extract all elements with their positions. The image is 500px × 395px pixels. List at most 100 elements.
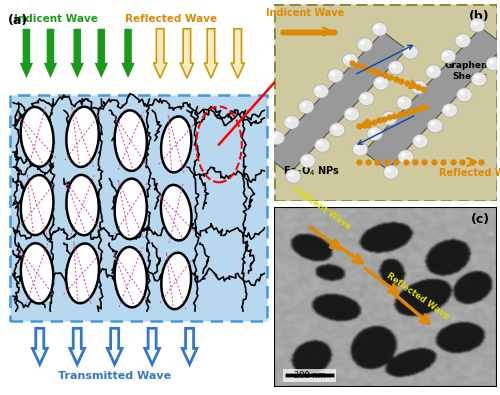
Circle shape	[362, 94, 367, 99]
Circle shape	[303, 156, 308, 161]
Circle shape	[374, 76, 389, 90]
Circle shape	[428, 119, 443, 133]
Polygon shape	[364, 28, 500, 170]
Circle shape	[284, 115, 300, 129]
Circle shape	[455, 34, 470, 47]
Circle shape	[367, 127, 382, 141]
FancyArrow shape	[182, 328, 197, 364]
Circle shape	[402, 45, 418, 59]
FancyArrow shape	[145, 328, 160, 364]
Ellipse shape	[21, 175, 54, 235]
Circle shape	[313, 84, 328, 98]
Circle shape	[443, 52, 448, 56]
Circle shape	[471, 72, 487, 86]
Circle shape	[384, 166, 399, 179]
Circle shape	[358, 92, 374, 105]
Circle shape	[376, 79, 382, 84]
FancyArrow shape	[70, 29, 84, 78]
Circle shape	[411, 80, 426, 94]
FancyArrow shape	[20, 29, 33, 78]
Text: (b): (b)	[469, 10, 490, 23]
Circle shape	[416, 137, 421, 142]
Circle shape	[401, 152, 406, 157]
Circle shape	[396, 96, 412, 110]
Circle shape	[428, 67, 434, 72]
Circle shape	[489, 59, 494, 64]
Text: Transmitted Wave: Transmitted Wave	[58, 371, 171, 382]
Ellipse shape	[162, 253, 191, 309]
Circle shape	[382, 111, 397, 125]
Circle shape	[332, 126, 338, 130]
Circle shape	[456, 88, 472, 102]
Text: Indicent Wave: Indicent Wave	[266, 8, 344, 18]
Text: 200 nm: 200 nm	[294, 371, 326, 380]
FancyArrow shape	[32, 328, 47, 364]
Circle shape	[391, 63, 396, 68]
Circle shape	[272, 134, 278, 138]
Circle shape	[370, 130, 375, 134]
FancyArrow shape	[108, 328, 122, 364]
Ellipse shape	[114, 247, 147, 307]
Text: (c): (c)	[470, 213, 490, 226]
Circle shape	[258, 149, 262, 154]
Circle shape	[399, 98, 404, 103]
Ellipse shape	[66, 107, 99, 167]
FancyArrow shape	[44, 29, 57, 78]
Text: Fe$_3$O$_4$ NPs: Fe$_3$O$_4$ NPs	[283, 164, 340, 178]
Text: Reflected Wave: Reflected Wave	[385, 271, 452, 321]
Circle shape	[344, 107, 360, 121]
Text: Indicent Wave: Indicent Wave	[292, 185, 352, 231]
Text: Reflected Wave: Reflected Wave	[438, 168, 500, 178]
Circle shape	[314, 138, 330, 152]
Circle shape	[269, 131, 284, 145]
Circle shape	[426, 65, 441, 79]
FancyArrow shape	[122, 29, 134, 78]
Circle shape	[345, 56, 350, 60]
Text: Indicent Wave: Indicent Wave	[14, 13, 98, 24]
Circle shape	[300, 154, 316, 168]
Circle shape	[460, 90, 465, 95]
Circle shape	[398, 150, 413, 164]
Circle shape	[318, 141, 323, 146]
FancyArrow shape	[180, 29, 194, 78]
Circle shape	[254, 146, 270, 160]
Ellipse shape	[161, 117, 192, 172]
Circle shape	[414, 83, 419, 88]
Circle shape	[288, 172, 294, 177]
Ellipse shape	[20, 107, 54, 167]
Circle shape	[347, 110, 352, 115]
Circle shape	[442, 103, 458, 117]
Text: (a): (a)	[8, 13, 28, 26]
Circle shape	[301, 102, 306, 107]
FancyArrow shape	[94, 29, 108, 78]
Circle shape	[430, 122, 436, 126]
Ellipse shape	[114, 110, 147, 171]
Circle shape	[374, 25, 380, 30]
Text: Reflected Wave: Reflected Wave	[125, 13, 217, 24]
Circle shape	[372, 22, 387, 36]
Circle shape	[470, 18, 485, 32]
Circle shape	[342, 53, 358, 67]
Circle shape	[458, 36, 463, 41]
FancyArrow shape	[154, 29, 167, 78]
Circle shape	[360, 40, 365, 45]
Circle shape	[472, 21, 478, 26]
Circle shape	[357, 38, 372, 51]
Circle shape	[316, 87, 321, 92]
Circle shape	[330, 71, 336, 76]
Text: Graphene
Sheets: Graphene Sheets	[445, 61, 494, 81]
Ellipse shape	[21, 243, 54, 303]
Ellipse shape	[114, 179, 147, 239]
Ellipse shape	[66, 243, 99, 303]
Circle shape	[445, 106, 450, 111]
Ellipse shape	[161, 185, 192, 241]
Circle shape	[330, 123, 345, 137]
Circle shape	[388, 61, 404, 75]
Circle shape	[355, 145, 360, 150]
FancyBboxPatch shape	[274, 4, 496, 201]
Circle shape	[298, 100, 314, 114]
Circle shape	[406, 48, 411, 53]
Circle shape	[352, 142, 368, 156]
Circle shape	[386, 168, 392, 173]
Circle shape	[412, 134, 428, 148]
